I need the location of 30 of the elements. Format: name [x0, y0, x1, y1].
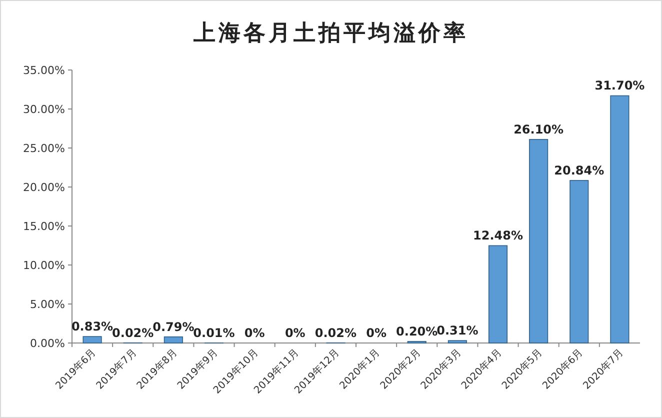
y-tick-label: 20.00% [23, 181, 65, 194]
data-label: 0% [244, 326, 265, 340]
data-label: 0.20% [396, 324, 438, 338]
bar [448, 340, 467, 344]
data-label: 20.84% [554, 163, 604, 178]
y-tick-label: 30.00% [23, 103, 65, 116]
data-label: 0.01% [193, 326, 235, 340]
y-tick-label: 10.00% [23, 259, 65, 272]
bar [610, 95, 630, 344]
y-tick-label: 15.00% [23, 220, 65, 233]
data-label: 0% [366, 326, 386, 340]
y-tick-label: 35.00% [23, 64, 65, 77]
bar [82, 336, 102, 344]
chart-title: 上海各月土拍平均溢价率 [192, 20, 468, 46]
data-label: 12.48% [473, 228, 523, 243]
y-tick-label: 0.00% [30, 337, 65, 350]
y-tick-label: 25.00% [23, 142, 65, 155]
data-label: 0.02% [314, 326, 357, 340]
bar [488, 245, 508, 344]
data-label: 0.31% [436, 324, 478, 338]
data-label: 0.02% [112, 326, 154, 340]
bar [529, 139, 548, 344]
data-label: 0.83% [71, 320, 114, 334]
data-label: 31.70% [594, 78, 645, 93]
bar [164, 336, 183, 344]
data-label: 0% [284, 326, 306, 340]
data-label: 0.79% [152, 320, 194, 334]
bar [570, 180, 589, 344]
data-label: 26.10% [514, 122, 564, 136]
y-tick-label: 5.00% [30, 298, 65, 311]
